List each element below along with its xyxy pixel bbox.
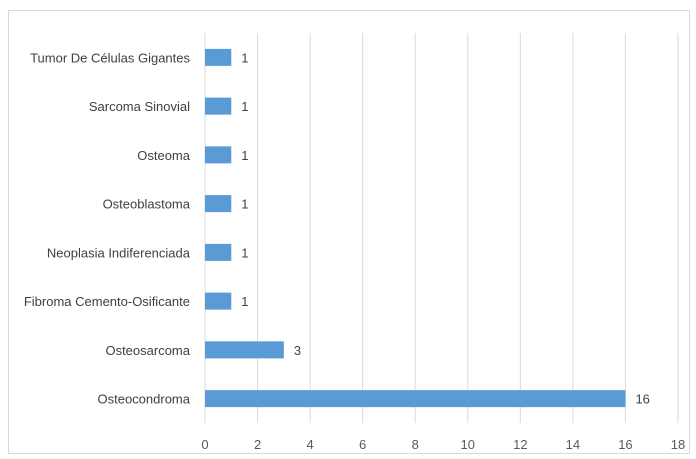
category-label: Neoplasia Indiferenciada: [47, 245, 191, 260]
bar: [205, 341, 284, 359]
data-label: 1: [241, 294, 248, 309]
bar: [205, 243, 232, 261]
x-tick-label: 16: [618, 437, 632, 452]
x-tick-label: 0: [201, 437, 208, 452]
data-label: 1: [241, 99, 248, 114]
data-label: 16: [635, 392, 649, 407]
data-label: 1: [241, 50, 248, 65]
category-label: Sarcoma Sinovial: [89, 99, 190, 114]
data-label: 3: [294, 343, 301, 358]
x-tick-label: 2: [254, 437, 261, 452]
bar: [205, 97, 232, 115]
category-label: Osteoma: [137, 148, 191, 163]
category-label: Osteosarcoma: [105, 343, 190, 358]
category-label: Osteoblastoma: [103, 197, 191, 212]
x-tick-label: 6: [359, 437, 366, 452]
category-label: Fibroma Cemento-Osificante: [24, 294, 190, 309]
x-tick-label: 12: [513, 437, 527, 452]
bar: [205, 48, 232, 66]
labels: 0 2 4 6 8 10 12 14 16 18 Tumor De Células Gigantes…: [24, 50, 685, 452]
bars: [205, 48, 626, 408]
data-label: 1: [241, 197, 248, 212]
x-tick-label: 18: [671, 437, 685, 452]
bar: [205, 292, 232, 310]
chart-frame: [8, 10, 690, 454]
grid-lines: [204, 33, 679, 423]
bar: [205, 146, 232, 164]
category-label: Tumor De Células Gigantes: [30, 50, 190, 65]
x-tick-label: 4: [306, 437, 313, 452]
x-tick-label: 8: [412, 437, 419, 452]
data-label: 1: [241, 245, 248, 260]
category-label: Osteocondroma: [98, 392, 191, 407]
data-label: 1: [241, 148, 248, 163]
bar: [205, 195, 232, 213]
x-tick-label: 10: [461, 437, 475, 452]
x-tick-label: 14: [566, 437, 580, 452]
bar: [205, 390, 626, 408]
